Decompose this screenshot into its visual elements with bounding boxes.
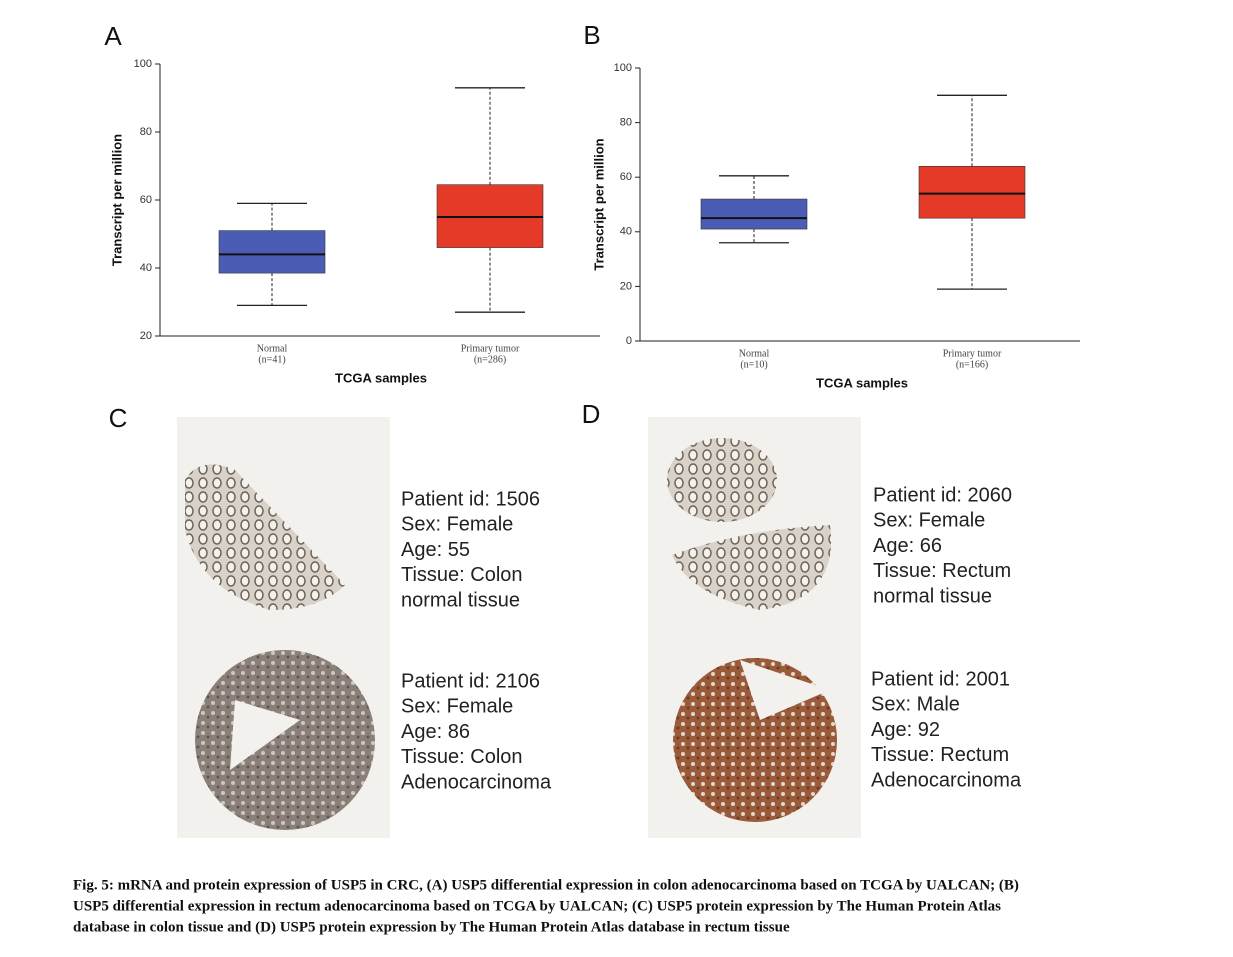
patient-info: Tissue: Rectum [873, 560, 1011, 582]
patient-info: Patient id: 2060 [873, 484, 1012, 506]
patient-info: Age: 66 [873, 535, 942, 557]
tissue-core [667, 438, 777, 522]
panel-letter: D [582, 399, 601, 429]
x-axis-label: TCGA samples [335, 370, 427, 385]
patient-info: Tissue: Colon [401, 564, 523, 586]
patient-info: Tissue: Rectum [871, 744, 1009, 766]
y-tick-label: 0 [626, 335, 632, 347]
patient-info: Sex: Male [871, 694, 960, 716]
tissue-core [672, 525, 832, 610]
x-tick-label: Normal [739, 348, 770, 359]
y-axis-label: Transcript per million [591, 138, 606, 270]
patient-info: Patient id: 2001 [871, 668, 1010, 690]
panel-letter: A [104, 21, 122, 51]
caption-line: database in colon tissue and (D) USP5 pr… [73, 919, 790, 935]
x-tick-label: Normal [257, 343, 288, 354]
y-tick-label: 80 [620, 117, 632, 129]
y-tick-label: 20 [140, 330, 152, 342]
tissue-core [195, 650, 375, 830]
patient-info: Tissue: Colon [401, 746, 523, 768]
y-tick-label: 100 [614, 62, 632, 74]
y-tick-label: 60 [140, 194, 152, 206]
panel-letter: B [583, 20, 600, 50]
box [918, 165, 1026, 219]
box [700, 198, 808, 230]
tissue-gap [230, 700, 300, 770]
patient-info: Patient id: 1506 [401, 488, 540, 510]
x-tick-label: Primary tumor [461, 343, 520, 354]
patient-info: Sex: Female [873, 510, 985, 532]
x-tick-label: Primary tumor [943, 348, 1002, 359]
box [218, 230, 326, 274]
sample-size: (n=166) [956, 359, 988, 370]
sample-size: (n=41) [258, 354, 285, 365]
patient-info: Age: 86 [401, 721, 470, 743]
caption-line: USP5 differential expression in rectum a… [73, 898, 1001, 914]
patient-info: normal tissue [401, 589, 520, 611]
x-axis-label: TCGA samples [816, 375, 908, 390]
y-tick-label: 40 [620, 226, 632, 238]
y-tick-label: 100 [134, 58, 152, 70]
patient-info: Age: 92 [871, 719, 940, 741]
y-axis-label: Transcript per million [109, 134, 124, 266]
patient-info: Adenocarcinoma [401, 771, 552, 793]
caption-line: Fig. 5: mRNA and protein expression of U… [73, 877, 1019, 893]
y-tick-label: 20 [620, 280, 632, 292]
patient-info: Adenocarcinoma [871, 769, 1022, 791]
patient-info: Patient id: 2106 [401, 670, 540, 692]
sample-size: (n=10) [740, 359, 767, 370]
y-tick-label: 60 [620, 171, 632, 183]
patient-info: Sex: Female [401, 514, 513, 536]
tissue-core [185, 464, 345, 610]
panel-letter: C [109, 403, 128, 433]
patient-info: Age: 55 [401, 539, 470, 561]
y-tick-label: 40 [140, 262, 152, 274]
patient-info: Sex: Female [401, 696, 513, 718]
y-tick-label: 80 [140, 126, 152, 138]
sample-size: (n=286) [474, 354, 506, 365]
tissue-gap [740, 660, 830, 720]
patient-info: normal tissue [873, 585, 992, 607]
